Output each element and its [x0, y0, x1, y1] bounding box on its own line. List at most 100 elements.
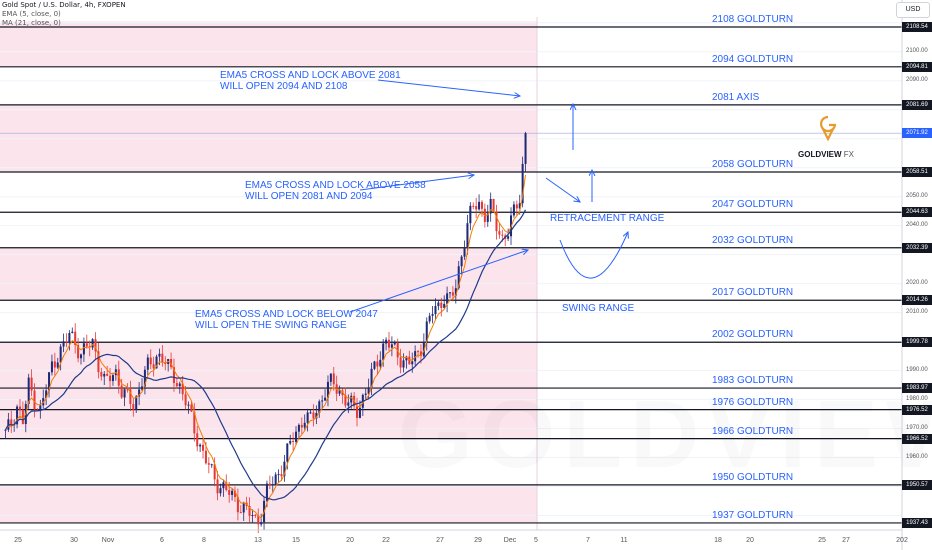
- candle-body-53: [158, 353, 161, 357]
- candle-body-108: [318, 401, 321, 413]
- candle-body-124: [364, 393, 367, 395]
- candle-body-58: [172, 367, 175, 384]
- y-tick-3: 1970.00: [906, 424, 928, 431]
- candle-body-75: [222, 482, 225, 489]
- level-label-11: 1950 GOLDTURN: [712, 471, 794, 483]
- candle-body-70: [207, 463, 210, 465]
- candle-body-4: [16, 406, 19, 425]
- candle-body-12: [39, 405, 42, 411]
- zone-0: [0, 21, 537, 67]
- candle-body-116: [341, 390, 344, 396]
- current-price-tag: 2071.92: [902, 128, 932, 139]
- candle-body-36: [109, 375, 112, 382]
- candle-body-2: [10, 419, 13, 426]
- watermark: GOLDVIEW: [398, 380, 932, 490]
- y-tick-11: 2050.00: [906, 192, 928, 199]
- level-label-3: 2058 GOLDTURN: [712, 159, 794, 171]
- candle-body-137: [402, 360, 405, 368]
- candle-body-54: [161, 353, 164, 363]
- y-tick-4: 1980.00: [906, 395, 928, 402]
- candle-body-119: [350, 395, 353, 403]
- candle-body-146: [428, 315, 431, 322]
- zone-2: [0, 247, 537, 301]
- candle-body-22: [68, 332, 71, 343]
- candle-body-45: [135, 396, 138, 410]
- candle-body-142: [417, 351, 420, 353]
- level-label-10: 1966 GOLDTURN: [712, 425, 794, 437]
- ma-legend: MA (21, close, 0): [2, 19, 61, 27]
- x-tick-13: 7: [586, 537, 590, 544]
- x-tick-15: 18: [714, 537, 722, 544]
- candle-body-171: [501, 234, 504, 236]
- price-tag-7: 1999.78: [902, 337, 932, 348]
- candle-body-164: [480, 201, 483, 209]
- annotation-retracement: RETRACEMENT RANGE: [550, 213, 665, 224]
- candle-body-50: [149, 357, 152, 365]
- candle-body-102: [300, 424, 303, 428]
- candle-body-14: [45, 390, 48, 399]
- candle-body-91: [268, 483, 271, 485]
- candle-body-169: [495, 211, 498, 232]
- y-tick-7: 2010.00: [906, 308, 928, 315]
- candle-body-74: [219, 488, 222, 494]
- arrow-to-2058: [359, 175, 474, 191]
- candle-body-145: [425, 321, 428, 342]
- x-tick-12: 5: [534, 537, 538, 544]
- candle-body-32: [97, 351, 100, 373]
- candle-body-107: [315, 412, 318, 419]
- candle-body-72: [213, 464, 216, 480]
- level-label-7: 2002 GOLDTURN: [712, 329, 794, 341]
- candle-body-80: [236, 497, 239, 513]
- price-tag-1: 2094.81: [902, 61, 932, 72]
- level-label-8: 1983 GOLDTURN: [712, 375, 794, 387]
- candle-body-175: [512, 204, 515, 216]
- price-tag-0: 2108.54: [902, 22, 932, 33]
- candle-body-130: [382, 343, 385, 360]
- candle-body-0: [4, 429, 7, 431]
- candle-body-103: [303, 422, 306, 428]
- candle-body-154: [451, 292, 454, 296]
- candle-body-134: [393, 343, 396, 345]
- candle-body-168: [492, 198, 495, 212]
- candle-body-42: [126, 389, 129, 391]
- candle-body-90: [265, 483, 268, 501]
- candle-body-97: [286, 443, 289, 462]
- candle-body-11: [36, 409, 39, 411]
- candle-body-159: [466, 223, 469, 248]
- candle-body-61: [181, 383, 184, 395]
- candle-body-69: [204, 450, 207, 464]
- y-tick-2: 1960.00: [906, 453, 928, 460]
- annotation-ema5-2047: EMA5 CROSS AND LOCK BELOW 2047 WILL OPEN…: [195, 309, 378, 331]
- candle-body-133: [390, 344, 393, 348]
- candle-body-113: [332, 373, 335, 385]
- candle-body-51: [152, 364, 155, 369]
- candle-body-104: [306, 412, 309, 423]
- x-tick-8: 22: [382, 537, 390, 544]
- candle-body-126: [370, 368, 373, 388]
- x-tick-1: 30: [70, 537, 78, 544]
- level-label-5: 2032 GOLDTURN: [712, 234, 794, 246]
- candle-body-125: [367, 387, 370, 394]
- y-tick-8: 2020.00: [906, 279, 928, 286]
- candle-body-151: [443, 303, 446, 308]
- candle-body-27: [82, 343, 85, 355]
- candle-body-66: [196, 433, 199, 447]
- candle-body-132: [387, 339, 391, 348]
- candle-body-43: [129, 389, 132, 405]
- price-tag-12: 1937.43: [902, 517, 932, 528]
- currency-button[interactable]: USD: [896, 2, 930, 18]
- candle-body-179: [524, 133, 527, 164]
- candle-body-18: [56, 362, 59, 368]
- candle-body-143: [419, 351, 422, 357]
- candle-body-115: [338, 390, 341, 394]
- candle-body-111: [326, 381, 329, 398]
- candle-body-129: [379, 359, 382, 367]
- x-tick-6: 15: [292, 537, 300, 544]
- candle-body-118: [347, 402, 350, 406]
- candle-body-26: [79, 354, 83, 359]
- candle-body-166: [486, 213, 489, 222]
- candle-body-95: [280, 474, 283, 477]
- candle-body-84: [248, 506, 251, 516]
- candle-body-79: [233, 490, 237, 498]
